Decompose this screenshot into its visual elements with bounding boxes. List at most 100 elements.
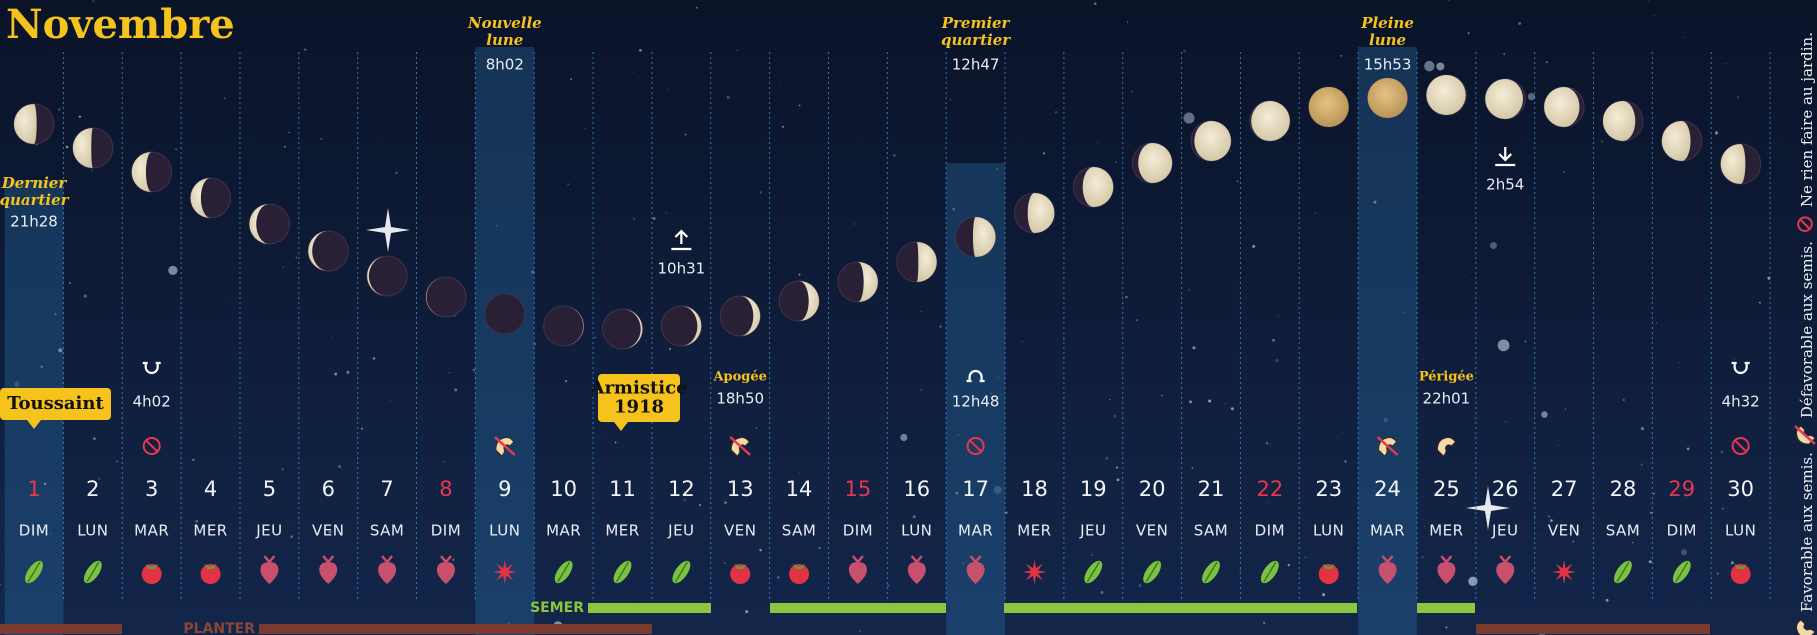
star xyxy=(780,82,781,83)
weekday: LUN xyxy=(901,522,932,540)
day-number: 18 xyxy=(1021,477,1048,501)
star xyxy=(1725,63,1727,65)
star xyxy=(799,472,800,473)
star xyxy=(801,350,802,351)
star xyxy=(1683,37,1684,38)
star xyxy=(1115,161,1117,163)
weekday: DIM xyxy=(19,522,49,540)
weekday: JEU xyxy=(1079,522,1106,540)
star xyxy=(473,369,475,371)
star xyxy=(552,248,553,249)
holiday-name: Toussaint xyxy=(7,393,104,414)
weekday: LUN xyxy=(489,522,520,540)
star xyxy=(685,134,687,136)
star xyxy=(224,97,226,99)
weekday: SAM xyxy=(370,522,405,540)
star xyxy=(1344,460,1346,462)
star xyxy=(288,132,289,133)
star xyxy=(1322,593,1325,596)
star xyxy=(949,99,951,101)
weekday: DIM xyxy=(843,522,873,540)
star xyxy=(605,433,606,434)
star xyxy=(1208,399,1211,402)
day-number: 19 xyxy=(1080,477,1107,501)
star xyxy=(1005,511,1007,513)
star xyxy=(1189,400,1192,403)
star xyxy=(1266,442,1268,444)
star xyxy=(610,131,611,132)
star xyxy=(1445,626,1447,628)
moon-dark xyxy=(485,294,525,334)
star xyxy=(66,146,69,149)
star xyxy=(921,311,922,312)
star xyxy=(1717,573,1719,575)
weekday: MER xyxy=(1017,522,1051,540)
star xyxy=(1267,502,1268,503)
star xyxy=(1230,151,1231,152)
day-number: 27 xyxy=(1551,477,1578,501)
star xyxy=(368,35,369,36)
moon-lit xyxy=(1251,101,1290,141)
star xyxy=(570,78,572,80)
star xyxy=(666,212,667,213)
star xyxy=(724,562,726,564)
star xyxy=(633,218,635,220)
star xyxy=(1139,584,1142,587)
legend-item: Ne rien faire au jardin. xyxy=(1798,32,1816,207)
star xyxy=(1192,467,1194,469)
star xyxy=(1465,276,1466,277)
day-number: 28 xyxy=(1610,477,1637,501)
phase-name: Dernier xyxy=(1,174,68,192)
star xyxy=(1546,61,1548,63)
calendar: Dernierquartier21h28Nouvellelune8h02Prem… xyxy=(0,0,1817,635)
weekday: JEU xyxy=(1491,522,1518,540)
star xyxy=(1600,75,1601,76)
event-band xyxy=(475,47,534,635)
star xyxy=(1272,339,1275,342)
weekday: JEU xyxy=(255,522,282,540)
star xyxy=(1653,15,1655,17)
star xyxy=(782,126,784,128)
star xyxy=(737,50,739,52)
day-number: 17 xyxy=(962,477,989,501)
star xyxy=(724,501,726,503)
star xyxy=(1648,0,1650,2)
star xyxy=(1043,152,1045,154)
star xyxy=(669,348,671,350)
star xyxy=(1759,302,1761,304)
star xyxy=(1504,174,1505,175)
star xyxy=(296,257,298,259)
flower-icon xyxy=(493,560,517,584)
star xyxy=(699,504,701,506)
sow-bar xyxy=(1417,603,1475,613)
phase-name: quartier xyxy=(0,191,70,209)
star xyxy=(321,138,323,140)
weekday: LUN xyxy=(1725,522,1756,540)
day-number: 21 xyxy=(1198,477,1225,501)
star xyxy=(284,146,286,148)
star xyxy=(1623,399,1625,401)
star xyxy=(645,340,647,342)
apsis-label: Apogée xyxy=(712,370,766,385)
day-number: 20 xyxy=(1139,477,1166,501)
sow-bar xyxy=(1004,603,1357,613)
star xyxy=(1340,55,1342,57)
star xyxy=(1257,465,1258,466)
apsis-label: Périgée xyxy=(1419,370,1474,385)
star xyxy=(1632,542,1633,543)
weekday: MAR xyxy=(546,522,581,540)
star xyxy=(760,191,762,193)
phase-time: 15h53 xyxy=(1364,56,1412,74)
apsis-time: 22h01 xyxy=(1423,390,1471,408)
star xyxy=(1641,427,1644,430)
phase-name: Premier xyxy=(941,14,1011,32)
star xyxy=(1640,463,1643,466)
star xyxy=(1505,421,1506,422)
weekday: VEN xyxy=(312,522,344,540)
star xyxy=(1055,111,1057,113)
phase-name: quartier xyxy=(941,31,1011,49)
background xyxy=(0,0,1817,635)
moon-lit xyxy=(1368,78,1408,118)
star xyxy=(653,217,656,220)
star xyxy=(290,535,293,538)
